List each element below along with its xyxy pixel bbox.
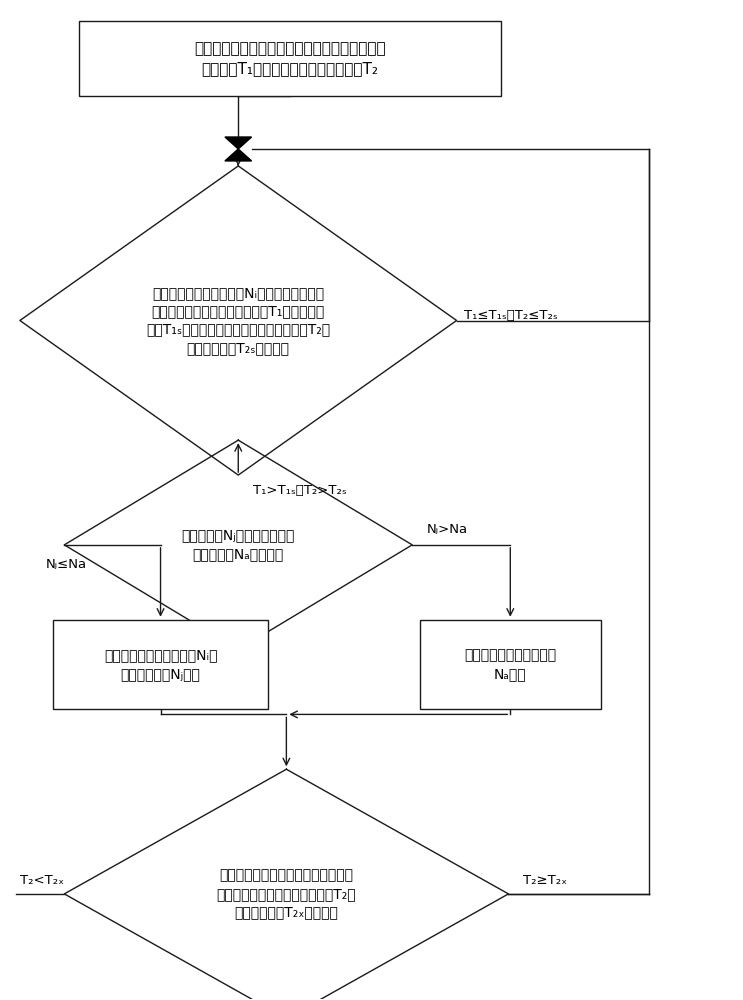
Polygon shape: [65, 769, 508, 1000]
Bar: [420, 620, 601, 709]
Text: 启动空调器，在空调器运行的过程中，检测室内
环境温度T₁，检测室内换热器盘管温度T₂: 启动空调器，在空调器运行的过程中，检测室内 环境温度T₁，检测室内换热器盘管温度…: [194, 41, 386, 76]
Bar: [79, 21, 501, 96]
Polygon shape: [20, 166, 457, 475]
Text: T₁≤T₁ₛ或T₂≤T₂ₛ: T₁≤T₁ₛ或T₂≤T₂ₛ: [464, 309, 558, 322]
Text: T₂≥T₂ₓ: T₂≥T₂ₓ: [523, 874, 567, 887]
Text: 控制室内风机由第一转速Nᵢ提
高到第二转速Nⱼ运行: 控制室内风机由第一转速Nᵢ提 高到第二转速Nⱼ运行: [104, 648, 217, 681]
Text: T₂<T₂ₓ: T₂<T₂ₓ: [20, 874, 64, 887]
Bar: [53, 620, 268, 709]
Text: Nⱼ>Na: Nⱼ>Na: [427, 523, 468, 536]
Polygon shape: [225, 137, 252, 149]
Text: 控制室内风机在第一转速Nᵢ下运行第一预定时
间，且将检测到的室内环境温度T₁与第一预定
阈值T₁ₛ进行比较，将室内换热器盘管温度T₂与
第二预定阈值T₂ₛ进行比: 控制室内风机在第一转速Nᵢ下运行第一预定时 间，且将检测到的室内环境温度T₁与第…: [146, 286, 331, 355]
Polygon shape: [65, 440, 412, 650]
Text: Nⱼ≤Na: Nⱼ≤Na: [46, 558, 87, 571]
Text: 将第二转速Nⱼ与室内风机的最
大预定转速Nₐ进行比较: 将第二转速Nⱼ与室内风机的最 大预定转速Nₐ进行比较: [181, 529, 295, 561]
Text: T₁>T₁ₛ且T₂>T₂ₛ: T₁>T₁ₛ且T₂>T₂ₛ: [253, 484, 347, 497]
Text: 控制室内风机运行第二预定时间，且
将检测到的室内换热器盘管温度T₂与
第三预定阈值T₂ₓ进行比较: 控制室内风机运行第二预定时间，且 将检测到的室内换热器盘管温度T₂与 第三预定阈…: [216, 869, 356, 919]
Polygon shape: [225, 149, 252, 161]
Text: 室内风机以最大预定转速
Nₐ运行: 室内风机以最大预定转速 Nₐ运行: [464, 648, 557, 681]
